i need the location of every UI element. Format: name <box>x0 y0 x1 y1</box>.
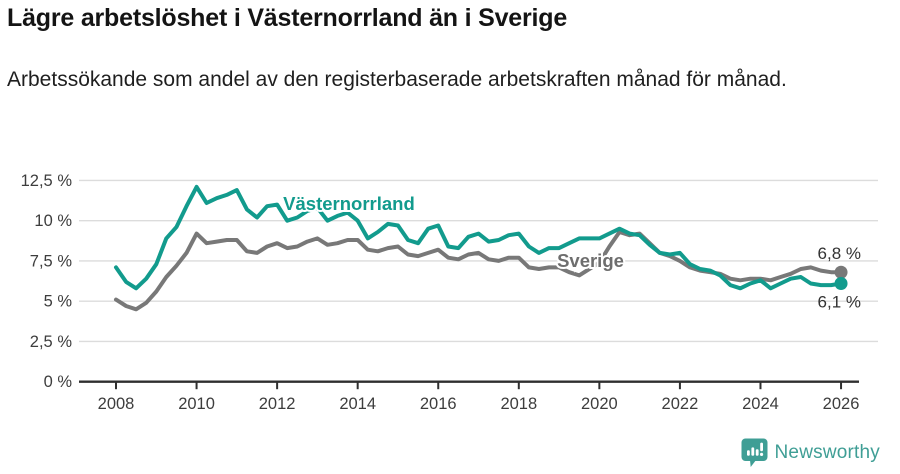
y-axis-tick-label: 7,5 % <box>30 252 73 270</box>
y-axis-tick-label: 10 % <box>34 212 72 230</box>
end-value-label: 6,8 % <box>818 244 861 263</box>
y-axis-tick-label: 0 % <box>44 373 73 391</box>
x-axis-tick-label: 2008 <box>98 395 135 413</box>
x-axis-tick-label: 2024 <box>742 395 779 413</box>
x-axis-tick-label: 2016 <box>420 395 457 413</box>
line-chart: 0 % 2,5 % 5 % 7,5 % 10 % 12,5 % 2008 2010 2012 20… <box>0 150 900 435</box>
x-axis-tick-label: 2026 <box>823 395 860 413</box>
series-label-sverige: Sverige <box>557 250 624 271</box>
unemployment-line-chart: 0 % 2,5 % 5 % 7,5 % 10 % 12,5 % 2008 2010 2012 20… <box>21 172 878 413</box>
x-axis-tick-label: 2014 <box>339 395 376 413</box>
series-line-sverige <box>114 230 843 312</box>
x-axis-tick-label: 2020 <box>581 395 618 413</box>
x-axis-tick-label: 2010 <box>178 395 215 413</box>
x-axis-tick-label: 2012 <box>259 395 296 413</box>
brand-name: Newsworthy <box>774 442 880 463</box>
newsworthy-bubble-barchart-icon <box>741 438 768 468</box>
x-axis-tick-label: 2018 <box>500 395 537 413</box>
series-line-västernorrland <box>114 184 843 291</box>
series-end-dot-sverige <box>834 265 848 279</box>
x-axis-tick-label: 2022 <box>662 395 699 413</box>
series-end-dot-västernorrland <box>834 276 848 290</box>
end-value-label: 6,1 % <box>818 292 861 311</box>
y-axis-tick-label: 12,5 % <box>21 172 73 190</box>
chart-subtitle: Arbetssökande som andel av den registerb… <box>7 68 787 91</box>
y-axis-tick-label: 5 % <box>44 293 73 311</box>
page-title: Lägre arbetslöshet i Västernorrland än i… <box>7 4 568 32</box>
series-label-västernorrland: Västernorrland <box>283 193 415 214</box>
newsworthy-branding: Newsworthy <box>741 438 880 468</box>
y-axis-tick-label: 2,5 % <box>30 333 73 351</box>
